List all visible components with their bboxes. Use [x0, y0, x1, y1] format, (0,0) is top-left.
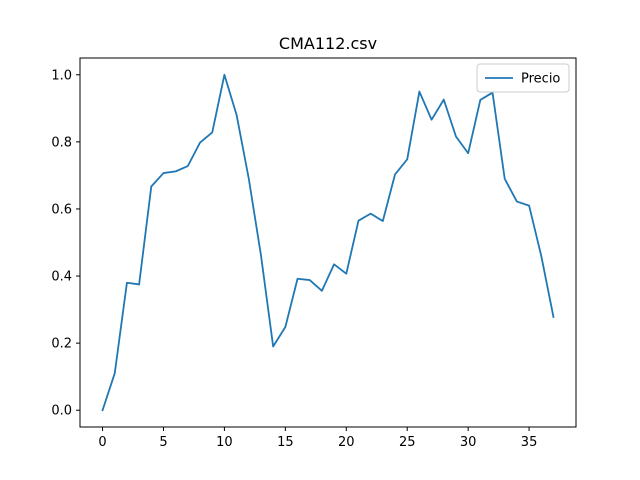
x-tick-label: 15 [277, 435, 294, 450]
x-tick-label: 30 [460, 435, 477, 450]
y-axis: 0.0 0.2 0.4 0.6 0.8 1.0 [51, 68, 80, 419]
y-tick-label: 0.6 [51, 202, 72, 217]
plot-frame [79, 57, 577, 428]
x-tick-label: 25 [399, 435, 416, 450]
x-tick-label: 5 [159, 435, 167, 450]
x-tick-label: 0 [98, 435, 106, 450]
x-tick-label: 10 [216, 435, 233, 450]
x-tick-label: 35 [521, 435, 538, 450]
legend-label: Precio [521, 72, 560, 87]
y-tick-label: 0.0 [51, 404, 72, 419]
y-tick-label: 1.0 [51, 68, 72, 83]
x-axis: 0 5 10 15 20 25 30 35 [98, 427, 537, 450]
y-tick-label: 0.4 [51, 270, 72, 285]
y-tick-label: 0.2 [51, 337, 72, 352]
x-tick-label: 20 [338, 435, 355, 450]
series-line-precio [101, 73, 555, 412]
legend-box [476, 63, 570, 93]
legend: Precio [476, 63, 570, 93]
series-layer [101, 73, 555, 412]
y-tick-label: 0.8 [51, 135, 72, 150]
chart-title: CMA112.csv [279, 34, 377, 53]
